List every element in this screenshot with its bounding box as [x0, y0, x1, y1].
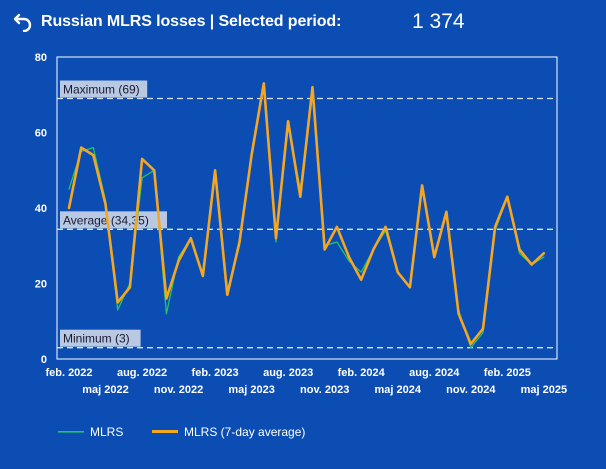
x-tick-label: aug. 2023 — [263, 367, 313, 379]
x-tick-label: feb. 2022 — [45, 367, 92, 379]
reference-label-bg — [60, 80, 148, 98]
header: Russian MLRS losses | Selected period: 1… — [0, 0, 606, 48]
legend-label-mlrs: MLRS — [90, 424, 124, 439]
reference-label: Average (34,35) — [63, 213, 149, 227]
x-tick-label: nov. 2023 — [300, 384, 349, 396]
reference-label: Minimum (3) — [63, 332, 130, 346]
reference-label-bg — [60, 329, 141, 347]
plot-frame — [56, 56, 558, 360]
x-tick-label: maj 2023 — [228, 384, 274, 396]
legend-swatch-mlrs-avg — [152, 429, 178, 433]
y-tick-label: 80 — [35, 52, 47, 64]
x-tick-label: maj 2024 — [374, 384, 421, 396]
x-tick-label: feb. 2024 — [338, 367, 386, 379]
x-tick-label: maj 2022 — [82, 384, 128, 396]
x-tick-label: feb. 2023 — [192, 367, 239, 379]
undo-arrow-icon[interactable] — [12, 10, 34, 32]
legend-item-mlrs-avg[interactable]: MLRS (7-day average) — [152, 424, 305, 439]
x-tick-label: feb. 2025 — [484, 367, 531, 379]
x-tick-label: nov. 2022 — [154, 384, 203, 396]
x-tick-label: aug. 2024 — [409, 367, 460, 379]
reference-label: Maximum (69) — [63, 83, 140, 97]
total-value: 1 374 — [412, 10, 465, 33]
legend-item-mlrs[interactable]: MLRS — [58, 424, 123, 439]
x-tick-label: nov. 2024 — [446, 384, 496, 396]
x-tick-label: aug. 2022 — [117, 367, 167, 379]
chart-title: Russian MLRS losses | Selected period: — [41, 13, 342, 30]
legend-label-mlrs-avg: MLRS (7-day average) — [184, 424, 306, 439]
y-tick-label: 40 — [35, 203, 47, 215]
x-tick-label: maj 2025 — [521, 384, 567, 396]
legend-swatch-mlrs — [58, 430, 84, 433]
series-line-mlrs-avg — [67, 82, 546, 346]
y-tick-label: 0 — [41, 354, 47, 366]
y-tick-label: 60 — [35, 128, 47, 140]
reference-label-bg — [60, 211, 167, 229]
y-tick-label: 20 — [35, 279, 47, 291]
